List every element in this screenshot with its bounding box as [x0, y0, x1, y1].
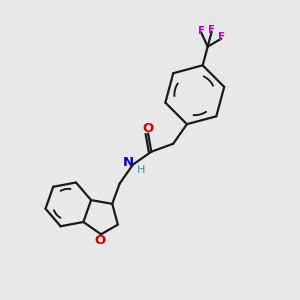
Text: H: H [137, 165, 146, 175]
Text: O: O [94, 234, 105, 247]
Text: N: N [123, 156, 134, 169]
Text: O: O [142, 122, 154, 135]
Text: F: F [208, 25, 215, 35]
Text: F: F [218, 32, 225, 42]
Text: F: F [198, 26, 205, 36]
